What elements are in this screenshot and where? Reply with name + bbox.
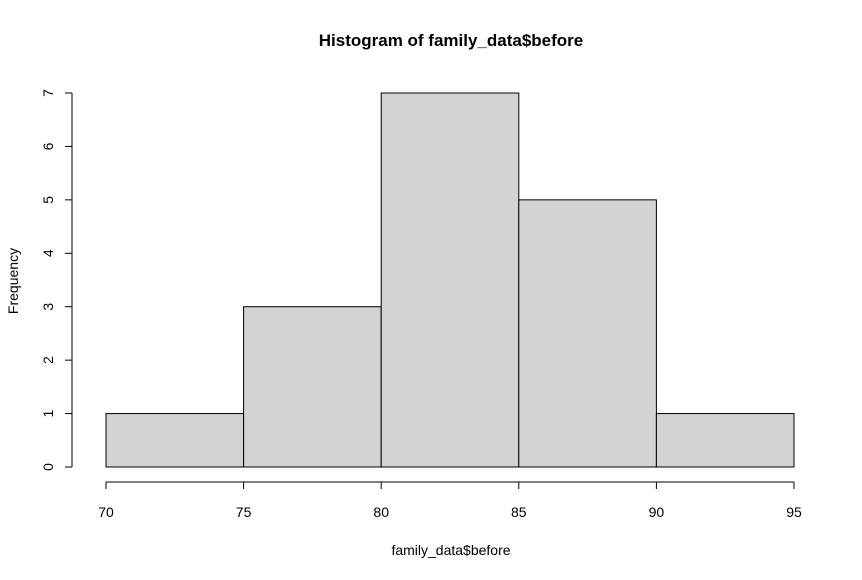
chart-title: Histogram of family_data$before <box>319 31 584 50</box>
x-tick-label: 95 <box>786 504 802 520</box>
histogram-bar-70-75 <box>105 413 245 468</box>
bars-group <box>105 92 795 468</box>
histogram-bar-85-90 <box>518 199 657 468</box>
histogram-bar-80-85 <box>380 92 520 468</box>
x-axis-label: family_data$before <box>391 542 510 558</box>
histogram-bar-75-80 <box>243 306 382 468</box>
y-tick-label: 2 <box>40 356 56 364</box>
y-tick-label: 1 <box>40 409 56 417</box>
y-tick-label: 0 <box>40 463 56 471</box>
histogram-bar-90-95 <box>655 413 795 468</box>
x-tick-label: 90 <box>649 504 665 520</box>
x-tick-label: 80 <box>373 504 389 520</box>
y-tick-label: 6 <box>40 142 56 150</box>
y-axis-label: Frequency <box>5 248 21 314</box>
y-axis: 0 1 2 3 4 5 6 7 <box>40 89 73 471</box>
y-tick-label: 5 <box>40 196 56 204</box>
x-axis: 70 75 80 85 90 95 <box>98 481 802 520</box>
x-tick-label: 75 <box>236 504 252 520</box>
y-tick-label: 3 <box>40 303 56 311</box>
x-tick-label: 85 <box>511 504 527 520</box>
y-tick-label: 7 <box>40 89 56 97</box>
x-tick-label: 70 <box>98 504 114 520</box>
y-tick-label: 4 <box>40 249 56 257</box>
